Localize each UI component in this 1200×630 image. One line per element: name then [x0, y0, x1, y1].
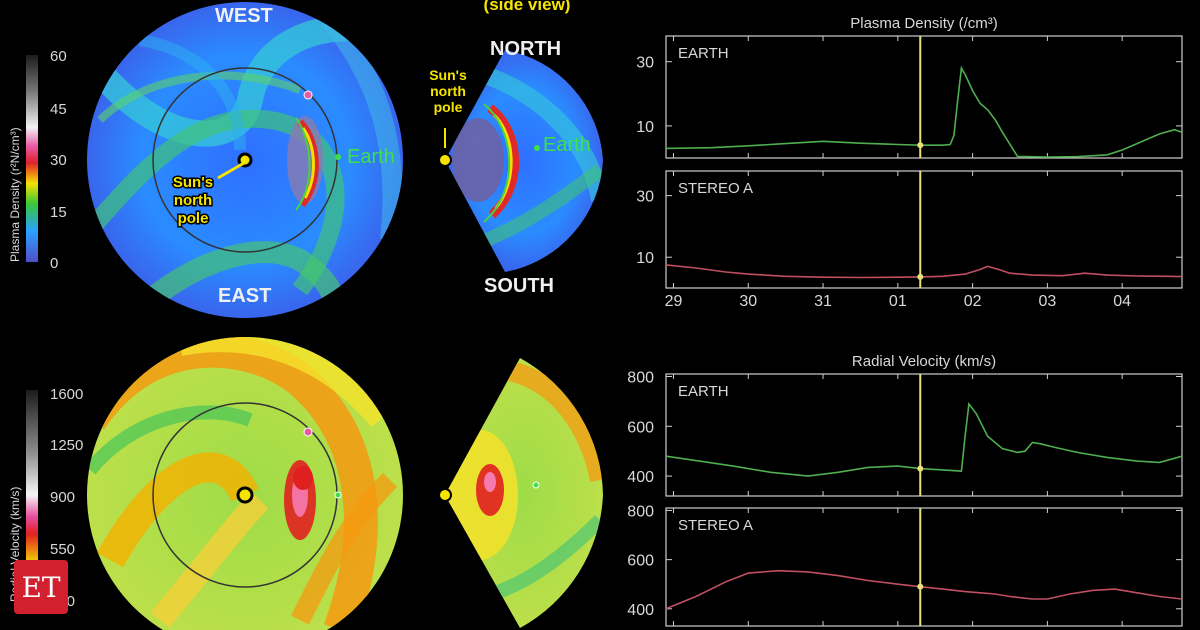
sun-marker-velocity-side — [438, 488, 452, 502]
time-marker-dot — [917, 465, 924, 472]
series-line — [665, 569, 1183, 610]
sun-pole-label-line: north — [174, 192, 212, 209]
x-tick-label: 02 — [964, 293, 982, 310]
series-line — [665, 401, 1183, 477]
velocity-colorbar-scale — [26, 390, 38, 608]
density-colorbar-tick: 45 — [50, 101, 67, 118]
density-colorbar: 60 45 30 15 0 Plasma Density (r²N/cm³) — [8, 48, 67, 272]
side-sun-pole-label-line: north — [430, 83, 466, 99]
earth-marker-velocity-side — [532, 481, 540, 489]
stereo-a-marker — [303, 90, 313, 100]
density-colorbar-label: Plasma Density (r²N/cm³) — [8, 127, 22, 262]
density-colorbar-scale — [26, 55, 38, 262]
chart-title: Plasma Density (/cm³) — [850, 15, 998, 32]
x-tick-label: 01 — [889, 293, 907, 310]
panel-label: STEREO A — [678, 517, 753, 534]
chart-frame — [665, 35, 1183, 159]
sun-pole-label-line: pole — [178, 210, 209, 227]
side-view-header: (side view) — [484, 0, 571, 14]
chart-panel: STEREO A 400 600 800 — [627, 503, 1183, 627]
velocity-colorbar-tick: 900 — [50, 489, 75, 506]
x-tick-label: 30 — [739, 293, 757, 310]
side-sun-pole-label-line: Sun's — [429, 67, 467, 83]
velocity-colorbar-tick: 1600 — [50, 386, 83, 403]
y-tick-label: 600 — [627, 553, 654, 570]
earth-marker-side — [534, 145, 540, 151]
chart-frame — [665, 507, 1183, 627]
chart-panel: STEREO A 10 30 — [636, 170, 1183, 289]
y-tick-label: 600 — [627, 419, 654, 436]
earth-marker — [335, 154, 341, 160]
velocity-colorbar-tick: 550 — [50, 541, 75, 558]
density-colorbar-tick: 60 — [50, 48, 67, 65]
chart-frame — [665, 373, 1183, 497]
sun-pole-label-line: Sun's — [173, 174, 213, 191]
brand-badge: ET — [14, 560, 68, 614]
panel-label: STEREO A — [678, 180, 753, 197]
density-colorbar-tick: 0 — [50, 255, 58, 272]
earth-label: Earth — [347, 146, 395, 168]
stereo-a-marker-velocity — [303, 427, 313, 437]
y-tick-label: 10 — [636, 250, 654, 267]
density-colorbar-tick: 15 — [50, 204, 67, 221]
y-tick-label: 800 — [627, 503, 654, 520]
x-tick-label: 03 — [1038, 293, 1056, 310]
time-marker-dot — [917, 142, 924, 149]
y-tick-label: 400 — [627, 602, 654, 619]
side-sun-pole-label-line: pole — [434, 99, 463, 115]
time-marker-dot — [917, 273, 924, 280]
series-line — [665, 264, 1183, 279]
sun-marker-velocity — [236, 486, 254, 504]
earth-label-side: Earth — [543, 134, 591, 156]
velocity-colorbar-tick: 1250 — [50, 437, 83, 454]
y-tick-label: 30 — [636, 189, 654, 206]
x-tick-label: 29 — [665, 293, 683, 310]
sun-pole-arrow — [217, 161, 245, 180]
time-marker-dot — [917, 583, 924, 590]
chart-panel: Plasma Density (/cm³) EARTH 10 30 29 30 31 01 02… — [636, 15, 1183, 310]
x-tick-label: 31 — [814, 293, 832, 310]
density-colorbar-tick: 30 — [50, 152, 67, 169]
sun-marker-side — [438, 153, 452, 167]
velocity-side-view — [438, 358, 603, 628]
panel-label: EARTH — [678, 383, 729, 400]
y-tick-label: 400 — [627, 469, 654, 486]
density-side-view: (side view) NORTH SOUTH Earth Sun's nort… — [429, 0, 603, 297]
y-tick-label: 30 — [636, 55, 654, 72]
x-tick-label: 04 — [1113, 293, 1131, 310]
chart-frame — [665, 170, 1183, 289]
time-series-charts: Plasma Density (/cm³) EARTH 10 30 29 30 31 01 02… — [627, 15, 1183, 627]
polar-top-label: WEST — [215, 5, 273, 27]
side-top-label: NORTH — [490, 38, 561, 60]
series-line — [665, 65, 1183, 158]
polar-bottom-label: EAST — [218, 285, 271, 307]
y-tick-label: 800 — [627, 369, 654, 386]
panel-label: EARTH — [678, 45, 729, 62]
chart-title: Radial Velocity (km/s) — [852, 353, 996, 370]
chart-panel: Radial Velocity (km/s) EARTH 400 600 800 — [627, 353, 1183, 497]
side-bottom-label: SOUTH — [484, 275, 554, 297]
earth-marker-velocity — [334, 491, 342, 499]
density-polar-map: WEST EAST Earth Sun's north pole — [87, 2, 403, 318]
y-tick-label: 10 — [636, 119, 654, 136]
velocity-colorbar: 1600 1250 900 550 200 Radial Velocity (k… — [8, 386, 83, 610]
velocity-polar-map — [87, 337, 403, 630]
